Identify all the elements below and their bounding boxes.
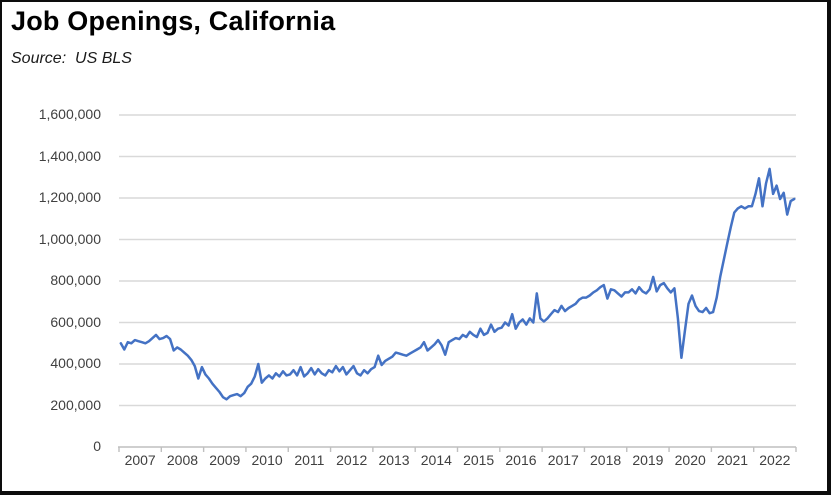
x-axis-tick-label: 2017 bbox=[547, 452, 579, 468]
chart-title: Job Openings, California bbox=[11, 6, 336, 36]
x-axis-tick-label: 2020 bbox=[674, 452, 706, 468]
y-axis-tick-label: 1,400,000 bbox=[38, 147, 101, 164]
chart-source-label: Source: US BLS bbox=[11, 50, 132, 67]
y-axis-tick-label: 1,200,000 bbox=[38, 189, 101, 205]
x-axis-tick-label: 2013 bbox=[378, 452, 410, 468]
x-axis-tick-label: 2015 bbox=[463, 452, 495, 468]
x-axis-tick-label: 2007 bbox=[124, 452, 156, 468]
y-axis-tick-label: 1,600,000 bbox=[38, 106, 101, 122]
y-axis-tick-label: 200,000 bbox=[50, 396, 101, 413]
x-axis-tick-label: 2009 bbox=[209, 452, 241, 468]
x-axis-tick-label: 2010 bbox=[251, 452, 283, 468]
y-axis-tick-label: 400,000 bbox=[50, 355, 101, 371]
y-axis-tick-label: 1,000,000 bbox=[38, 230, 101, 247]
x-axis-tick-label: 2016 bbox=[505, 452, 537, 468]
x-axis-tick-label: 2018 bbox=[590, 452, 622, 468]
x-axis-tick-label: 2022 bbox=[759, 452, 791, 468]
x-axis-tick-label: 2008 bbox=[166, 452, 199, 468]
x-axis-tick-label: 2014 bbox=[420, 452, 452, 468]
y-axis-tick-label: 800,000 bbox=[50, 272, 101, 288]
y-axis-tick-label: 600,000 bbox=[50, 313, 101, 330]
job-openings-series-line bbox=[119, 167, 796, 401]
x-axis-tick-label: 2021 bbox=[716, 452, 749, 468]
x-axis-tick-label: 2011 bbox=[294, 452, 325, 468]
x-axis-tick-label: 2019 bbox=[632, 452, 664, 468]
x-axis-tick-label: 2012 bbox=[336, 452, 368, 468]
y-axis-tick-label: 0 bbox=[93, 438, 101, 454]
